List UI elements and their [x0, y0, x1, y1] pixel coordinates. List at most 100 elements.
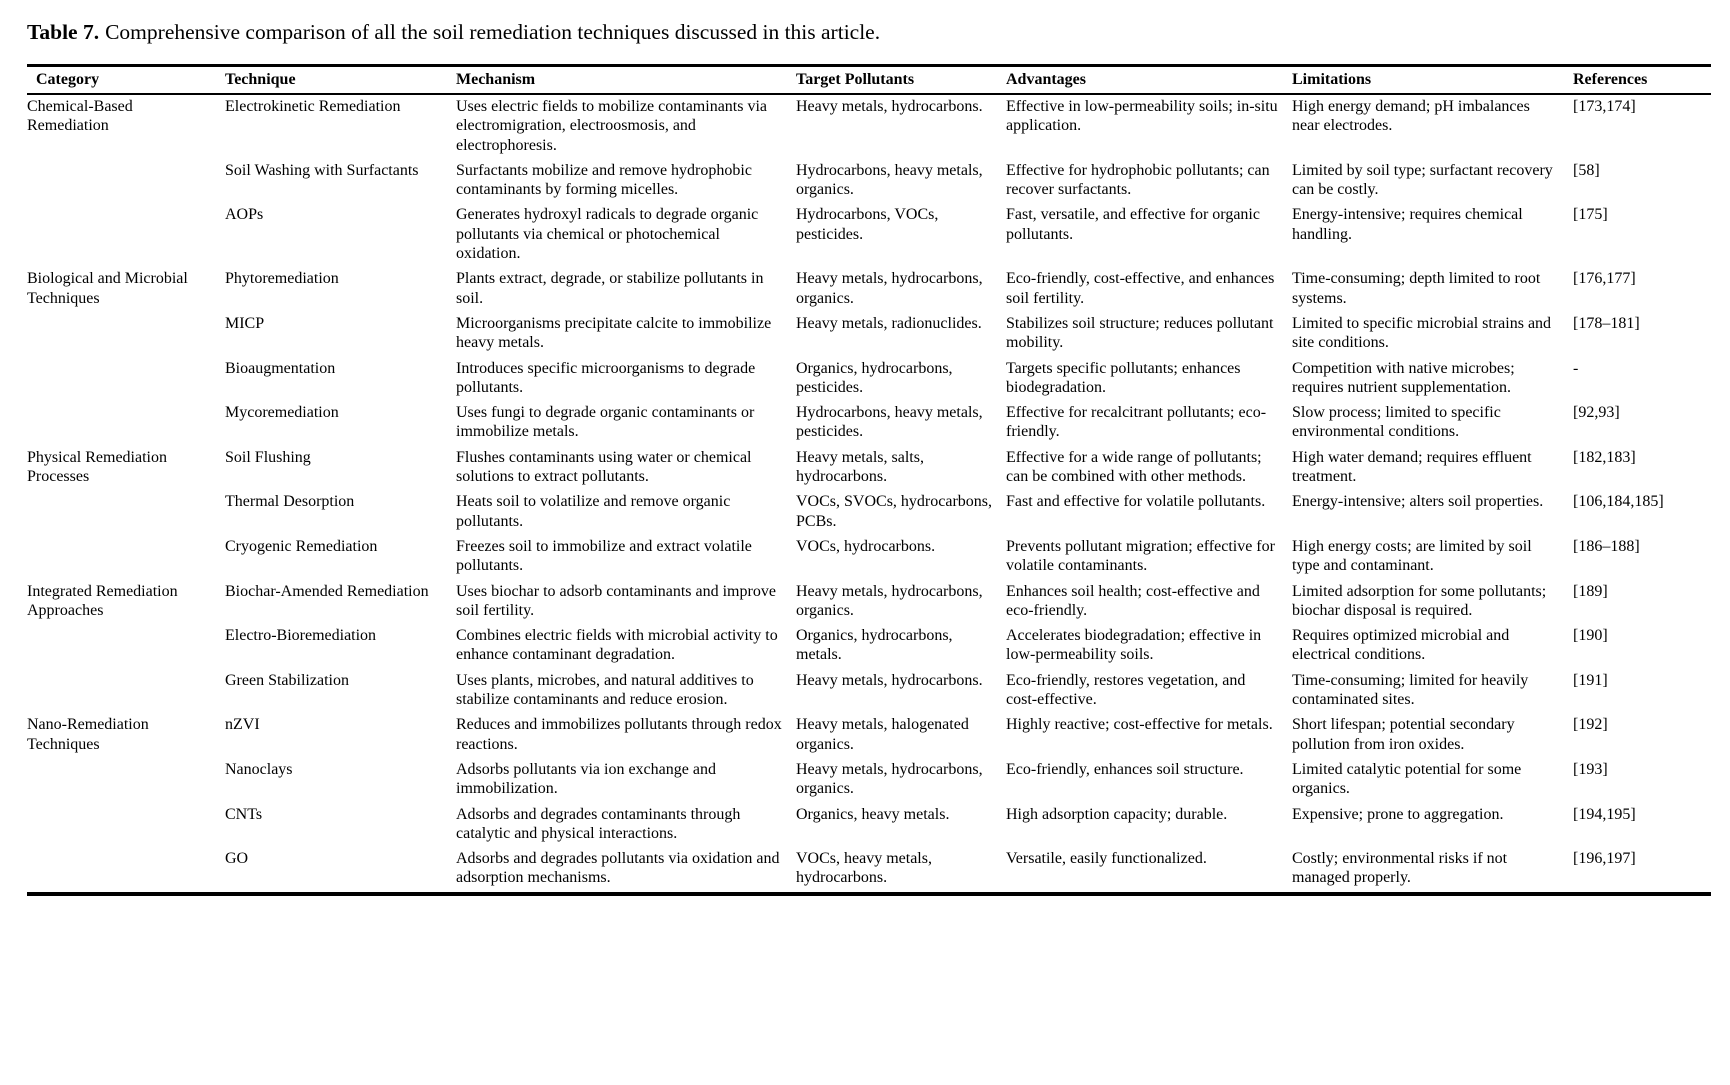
cell-references: [173,174] — [1573, 98, 1636, 115]
cell-pollutants: Heavy metals, hydrocarbons, organics. — [796, 760, 983, 798]
cell-category: Biological and Microbial Techniques — [27, 270, 188, 307]
cell-pollutants: Hydrocarbons, heavy metals, organics. — [796, 161, 983, 199]
cell-references: [176,177] — [1573, 270, 1636, 288]
cell-advantages: Enhances soil health; cost-effective and… — [1006, 582, 1260, 619]
cell-technique: Electrokinetic Remediation — [225, 98, 401, 115]
table-row: Biological and Microbial Techniques Phyto… — [27, 267, 1711, 312]
cell-pollutants: Heavy metals, salts, hydrocarbons. — [796, 448, 924, 486]
table-row: Bioaugmentation Introduces specific micro… — [27, 357, 1711, 402]
cell-limitations: High energy demand; pH imbalances near e… — [1292, 98, 1530, 135]
cell-mechanism: Adsorbs and degrades contaminants throug… — [456, 805, 741, 842]
cell-pollutants: Heavy metals, hydrocarbons, organics. — [796, 582, 983, 619]
cell-technique: Thermal Desorption — [225, 493, 355, 511]
cell-mechanism: Plants extract, degrade, or stabilize po… — [456, 270, 764, 307]
column-header-references: References — [1573, 65, 1711, 95]
cell-technique: Phytoremediation — [225, 270, 339, 288]
table-row: Soil Washing with Surfactants Surfactants… — [27, 159, 1711, 204]
cell-advantages: Stabilizes soil structure; reduces pollu… — [1006, 314, 1274, 352]
cell-mechanism: Heats soil to volatilize and remove orga… — [456, 493, 731, 530]
cell-limitations: Energy-intensive; alters soil properties… — [1292, 493, 1544, 511]
cell-advantages: Fast and effective for volatile pollutan… — [1006, 493, 1266, 511]
column-header-mechanism: Mechanism — [456, 65, 796, 95]
table-row: Cryogenic Remediation Freezes soil to imm… — [27, 535, 1711, 580]
cell-advantages: Effective for a wide range of pollutants… — [1006, 448, 1262, 486]
cell-limitations: Limited adsorption for some pollutants; … — [1292, 582, 1547, 619]
table-row: Electro-Bioremediation Combines electric … — [27, 624, 1711, 669]
table-row: GO Adsorbs and degrades pollutants via ox… — [27, 847, 1711, 894]
cell-limitations: High water demand; requires effluent tre… — [1292, 448, 1532, 486]
table-row: AOPs Generates hydroxyl radicals to degra… — [27, 203, 1711, 267]
cell-pollutants: VOCs, heavy metals, hydrocarbons. — [796, 850, 932, 887]
cell-references: [178–181] — [1573, 314, 1640, 332]
cell-references: [191] — [1573, 671, 1608, 689]
cell-technique: GO — [225, 850, 249, 868]
cell-references: [196,197] — [1573, 850, 1636, 868]
cell-pollutants: Heavy metals, halogenated organics. — [796, 716, 969, 753]
cell-pollutants: Heavy metals, hydrocarbons. — [796, 98, 983, 115]
table-row: CNTs Adsorbs and degrades contaminants th… — [27, 803, 1711, 848]
cell-mechanism: Generates hydroxyl radicals to degrade o… — [456, 206, 759, 263]
cell-technique: Bioaugmentation — [225, 359, 336, 377]
cell-mechanism: Uses biochar to adsorb contaminants and … — [456, 582, 776, 619]
cell-mechanism: Uses plants, microbes, and natural addit… — [456, 671, 754, 709]
cell-limitations: Costly; environmental risks if not manag… — [1292, 850, 1508, 887]
cell-advantages: Versatile, easily functionalized. — [1006, 850, 1207, 868]
cell-mechanism: Freezes soil to immobilize and extract v… — [456, 537, 752, 575]
cell-technique: Electro-Bioremediation — [225, 627, 377, 645]
cell-limitations: Energy-intensive; requires chemical hand… — [1292, 206, 1523, 243]
cell-pollutants: VOCs, SVOCs, hydrocarbons, PCBs. — [796, 493, 992, 530]
cell-mechanism: Uses electric fields to mobilize contami… — [456, 98, 768, 154]
cell-mechanism: Surfactants mobilize and remove hydropho… — [456, 161, 752, 199]
cell-advantages: Effective in low-permeability soils; in-… — [1006, 98, 1278, 135]
table-caption-text: Comprehensive comparison of all the soil… — [105, 20, 881, 44]
cell-technique: Biochar-Amended Remediation — [225, 582, 429, 600]
column-header-limitations: Limitations — [1292, 65, 1573, 95]
cell-references: [189] — [1573, 582, 1608, 600]
cell-advantages: Eco-friendly, enhances soil structure. — [1006, 760, 1244, 778]
cell-pollutants: Hydrocarbons, heavy metals, pesticides. — [796, 404, 983, 441]
cell-technique: MICP — [225, 314, 265, 332]
cell-category: Nano-Remediation Techniques — [27, 716, 149, 753]
table-row: Integrated Remediation Approaches Biochar… — [27, 580, 1711, 625]
cell-references: [58] — [1573, 161, 1600, 179]
cell-references: [194,195] — [1573, 805, 1636, 823]
cell-limitations: Short lifespan; potential secondary poll… — [1292, 716, 1515, 753]
column-header-advantages: Advantages — [1006, 65, 1292, 95]
cell-advantages: Accelerates biodegradation; effective in… — [1006, 627, 1262, 664]
cell-advantages: Eco-friendly, cost-effective, and enhanc… — [1006, 270, 1275, 307]
table-caption-label: Table 7. — [27, 20, 100, 44]
cell-technique: Mycoremediation — [225, 404, 339, 422]
cell-references: [190] — [1573, 627, 1608, 645]
cell-mechanism: Introduces specific microorganisms to de… — [456, 359, 756, 396]
cell-pollutants: Organics, hydrocarbons, pesticides. — [796, 359, 953, 396]
cell-limitations: Competition with native microbes; requir… — [1292, 359, 1515, 396]
cell-mechanism: Combines electric fields with microbial … — [456, 627, 778, 664]
cell-advantages: High adsorption capacity; durable. — [1006, 805, 1228, 823]
cell-references: [175] — [1573, 206, 1608, 224]
cell-limitations: Requires optimized microbial and electri… — [1292, 627, 1510, 664]
header-row: Category Technique Mechanism Target Poll… — [27, 65, 1711, 95]
cell-mechanism: Microorganisms precipitate calcite to im… — [456, 314, 772, 352]
cell-category: Physical Remediation Processes — [27, 448, 167, 486]
cell-pollutants: Heavy metals, radionuclides. — [796, 314, 982, 332]
cell-limitations: Slow process; limited to specific enviro… — [1292, 404, 1501, 441]
table-row: Physical Remediation Processes Soil Flush… — [27, 446, 1711, 491]
table-row: Green Stabilization Uses plants, microbes… — [27, 669, 1711, 714]
table-body: Chemical-Based Remediation Electrokinetic… — [27, 94, 1711, 894]
cell-category: Chemical-Based Remediation — [27, 98, 133, 135]
table-row: MICP Microorganisms precipitate calcite t… — [27, 312, 1711, 357]
cell-pollutants: VOCs, hydrocarbons. — [796, 537, 936, 555]
cell-pollutants: Organics, hydrocarbons, metals. — [796, 627, 953, 664]
cell-mechanism: Adsorbs and degrades pollutants via oxid… — [456, 850, 780, 887]
cell-limitations: High energy costs; are limited by soil t… — [1292, 537, 1532, 575]
cell-technique: nZVI — [225, 716, 260, 734]
cell-technique: Nanoclays — [225, 760, 293, 778]
cell-technique: Cryogenic Remediation — [225, 537, 378, 555]
cell-technique: Soil Flushing — [225, 448, 311, 466]
cell-limitations: Expensive; prone to aggregation. — [1292, 805, 1504, 823]
table-row: Nano-Remediation Techniques nZVI Reduces a… — [27, 713, 1711, 758]
cell-mechanism: Uses fungi to degrade organic contaminan… — [456, 404, 755, 441]
cell-references: - — [1573, 359, 1579, 377]
cell-limitations: Time-consuming; depth limited to root sy… — [1292, 270, 1541, 307]
cell-advantages: Effective for recalcitrant pollutants; e… — [1006, 404, 1267, 441]
